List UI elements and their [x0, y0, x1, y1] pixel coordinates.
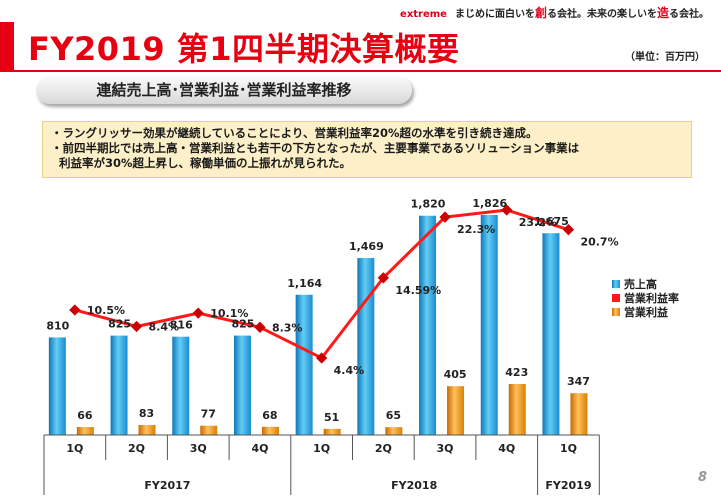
margin-data-label: 10.1% — [210, 307, 248, 320]
x-tick-label: 2Q — [375, 442, 392, 455]
note-line-2: ・前四半期比では売上高・営業利益とも若干の下方となったが、主要事業であるソリュー… — [51, 141, 580, 155]
tagline-part-b: る会社。未来の楽しいを — [546, 9, 657, 20]
margin-marker — [377, 272, 390, 284]
legend-swatch — [612, 308, 620, 316]
sales-data-label: 825 — [231, 318, 254, 331]
group-label: FY2017 — [144, 479, 190, 492]
legend-swatch — [612, 294, 620, 302]
title-underline — [14, 70, 721, 72]
tagline-emphasis-b: 造 — [656, 6, 669, 20]
page-number: 8 — [697, 470, 707, 485]
sales-data-label: 825 — [108, 318, 131, 331]
sales-bar — [542, 233, 560, 435]
margin-marker — [562, 224, 575, 236]
profit-data-label: 66 — [77, 409, 93, 422]
margin-data-label: 4.4% — [334, 364, 365, 377]
note-line-1: ・ラングリッサー効果が継続していることにより、営業利益率20%超の水準を引き続き… — [51, 126, 538, 140]
margin-marker — [439, 211, 451, 223]
profit-bar — [570, 393, 588, 435]
legend-label: 売上高 — [624, 277, 657, 291]
sales-bar — [357, 258, 375, 435]
legend-label: 営業利益率 — [624, 291, 679, 305]
margin-data-label: 10.5% — [87, 304, 125, 317]
tagline-part-c: る会社。 — [669, 9, 709, 20]
margin-marker — [69, 304, 81, 316]
sales-bar — [172, 336, 190, 435]
sales-data-label: 810 — [46, 319, 69, 332]
profit-bar — [447, 386, 465, 435]
profit-data-label: 65 — [386, 409, 401, 422]
x-tick-label: 4Q — [498, 442, 515, 455]
group-label: FY2019 — [545, 479, 591, 492]
x-tick-label: 4Q — [251, 442, 268, 455]
x-tick-label: 1Q — [313, 442, 330, 455]
profit-bar — [200, 425, 218, 435]
legend-swatch — [612, 280, 620, 288]
margin-marker — [130, 320, 143, 333]
sales-bar — [480, 215, 498, 435]
margin-data-label: 14.59% — [395, 284, 441, 297]
summary-note-box: ・ラングリッサー効果が継続していることにより、営業利益率20%超の水準を引き続き… — [42, 121, 692, 178]
x-tick-label: 1Q — [560, 442, 577, 455]
sales-bar — [110, 335, 128, 435]
profit-data-label: 347 — [567, 375, 590, 388]
note-line-3: 利益率が30%超上昇し、稼働単価の上振れが見られた。 — [59, 156, 352, 170]
profit-bar — [385, 427, 403, 435]
margin-data-label: 8.4% — [149, 321, 180, 334]
page-title: FY2019 第1四半期決算概要 — [28, 30, 460, 68]
legend-label: 営業利益 — [624, 305, 668, 319]
tagline-part-a: まじめに面白いを — [454, 9, 535, 20]
profit-bar — [323, 428, 341, 435]
profit-data-label: 405 — [444, 368, 467, 381]
profit-data-label: 77 — [201, 408, 216, 421]
sales-bar — [233, 335, 251, 435]
profit-bar — [138, 425, 156, 435]
group-label: FY2018 — [391, 479, 437, 492]
profit-data-label: 83 — [139, 407, 154, 420]
margin-marker — [254, 321, 266, 333]
x-tick-label: 3Q — [437, 442, 454, 455]
margin-data-label: 20.7% — [580, 236, 618, 249]
sales-data-label: 1,469 — [349, 240, 384, 253]
profit-bar — [76, 427, 94, 435]
profit-data-label: 68 — [262, 409, 277, 422]
x-tick-label: 3Q — [190, 442, 207, 455]
sales-bar — [419, 215, 437, 435]
x-tick-label: 2Q — [128, 442, 145, 455]
title-accent-bar — [0, 22, 14, 72]
chart-subtitle: 連結売上高･営業利益･営業利益率推移 — [36, 76, 412, 104]
corporate-tagline: extreme まじめに面白いを創る会社。未来の楽しいを造る会社。 — [400, 4, 709, 21]
margin-marker — [501, 204, 513, 216]
sales-bar — [295, 294, 313, 435]
sales-data-label: 1,820 — [411, 198, 446, 211]
sales-bar — [48, 337, 66, 435]
unit-label: （単位：百万円） — [625, 52, 705, 63]
margin-data-label: 23.2% — [519, 216, 557, 229]
profit-data-label: 51 — [324, 411, 339, 424]
margin-data-label: 22.3% — [457, 223, 495, 236]
margin-marker — [315, 352, 328, 364]
margin-data-label: 8.3% — [272, 321, 303, 334]
margin-marker — [192, 307, 204, 319]
tagline-emphasis-a: 創 — [534, 6, 547, 20]
sales-data-label: 1,675 — [534, 215, 569, 228]
profit-bar — [508, 384, 526, 435]
profit-bar — [261, 426, 279, 435]
profit-data-label: 423 — [505, 366, 528, 379]
sales-data-label: 1,826 — [472, 197, 507, 210]
sales-data-label: 1,164 — [287, 277, 322, 290]
x-tick-label: 1Q — [66, 442, 83, 455]
sales-data-label: 816 — [170, 319, 193, 332]
brand-name: extreme — [400, 9, 447, 20]
